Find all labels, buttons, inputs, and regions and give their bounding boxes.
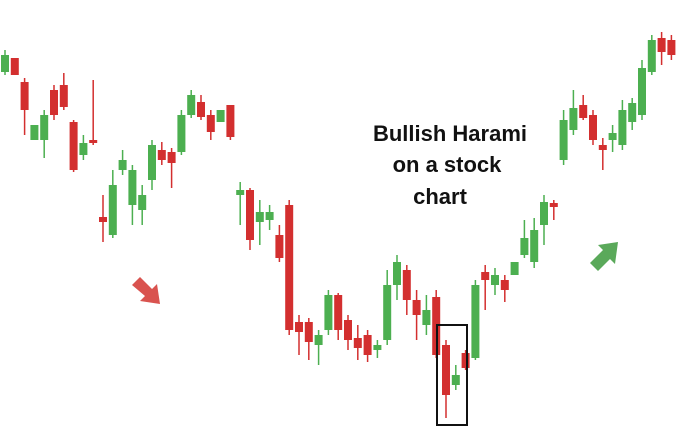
candle-body (520, 238, 529, 255)
candle-body (50, 90, 58, 115)
candle-body (608, 133, 617, 140)
candle-body (549, 203, 558, 207)
candle-body (30, 125, 39, 140)
candle-body (402, 270, 411, 300)
candle-body (373, 345, 382, 350)
candle-body (481, 272, 490, 280)
candle-body (422, 310, 431, 325)
candle-body (275, 235, 284, 258)
candle-body (353, 338, 362, 348)
candle-body (412, 300, 421, 315)
candle-body (334, 295, 343, 330)
candle-body (530, 230, 539, 262)
candle-body (451, 375, 460, 385)
candle-body (344, 320, 352, 340)
candle-body (40, 115, 49, 140)
candle-body (383, 285, 392, 340)
candle-body (647, 40, 656, 72)
candle-body (99, 217, 107, 222)
candle-body (324, 295, 333, 330)
candle-body (628, 103, 637, 122)
candle-body (295, 322, 303, 332)
candle-body (89, 140, 98, 143)
candle-body (236, 190, 245, 195)
candle-body (510, 262, 519, 275)
annotation-line: chart (413, 184, 467, 209)
candle-body (285, 205, 294, 330)
candle-body (393, 262, 401, 285)
candle-body (589, 115, 597, 140)
candle-body (559, 120, 568, 160)
candle-body (461, 353, 470, 368)
up-arrow (590, 242, 618, 271)
candle-body (148, 145, 156, 180)
candle-body (157, 150, 166, 160)
candle-body (265, 212, 274, 220)
candle-body (79, 143, 88, 155)
candle-body (216, 110, 225, 122)
candle-body (314, 335, 323, 345)
candle-body (187, 95, 196, 115)
annotation-line: on a stock (393, 152, 503, 177)
down-arrow (132, 277, 160, 304)
candle-body (246, 190, 254, 240)
candle-body (138, 195, 147, 210)
candle-body (128, 170, 137, 205)
candle-body (108, 185, 117, 235)
candle-body (118, 160, 127, 170)
candle-body (1, 55, 9, 72)
candle-body (618, 110, 627, 145)
candle-body (471, 285, 480, 358)
candle-body (667, 40, 676, 55)
candle-body (598, 145, 607, 150)
candle-body (20, 82, 29, 110)
annotation-line: Bullish Harami (373, 121, 527, 146)
candle-body (363, 335, 372, 355)
candle-body (69, 122, 78, 170)
candle-body (638, 68, 646, 115)
candle-body (540, 202, 548, 225)
candle-body (500, 280, 509, 290)
candle-body (491, 275, 499, 285)
candle-body (226, 105, 235, 137)
candle-body (657, 38, 666, 52)
candle-body (304, 322, 313, 342)
candle-body (579, 105, 588, 118)
candle-body (177, 115, 186, 152)
candle-body (255, 212, 264, 222)
candle-body (569, 108, 578, 130)
candle-body (10, 58, 19, 75)
candle-body (59, 85, 68, 107)
candle-body (167, 152, 176, 163)
candle-body (442, 345, 450, 395)
candle-body (206, 115, 215, 132)
highlight-box (436, 324, 468, 426)
candle-body (197, 102, 205, 117)
